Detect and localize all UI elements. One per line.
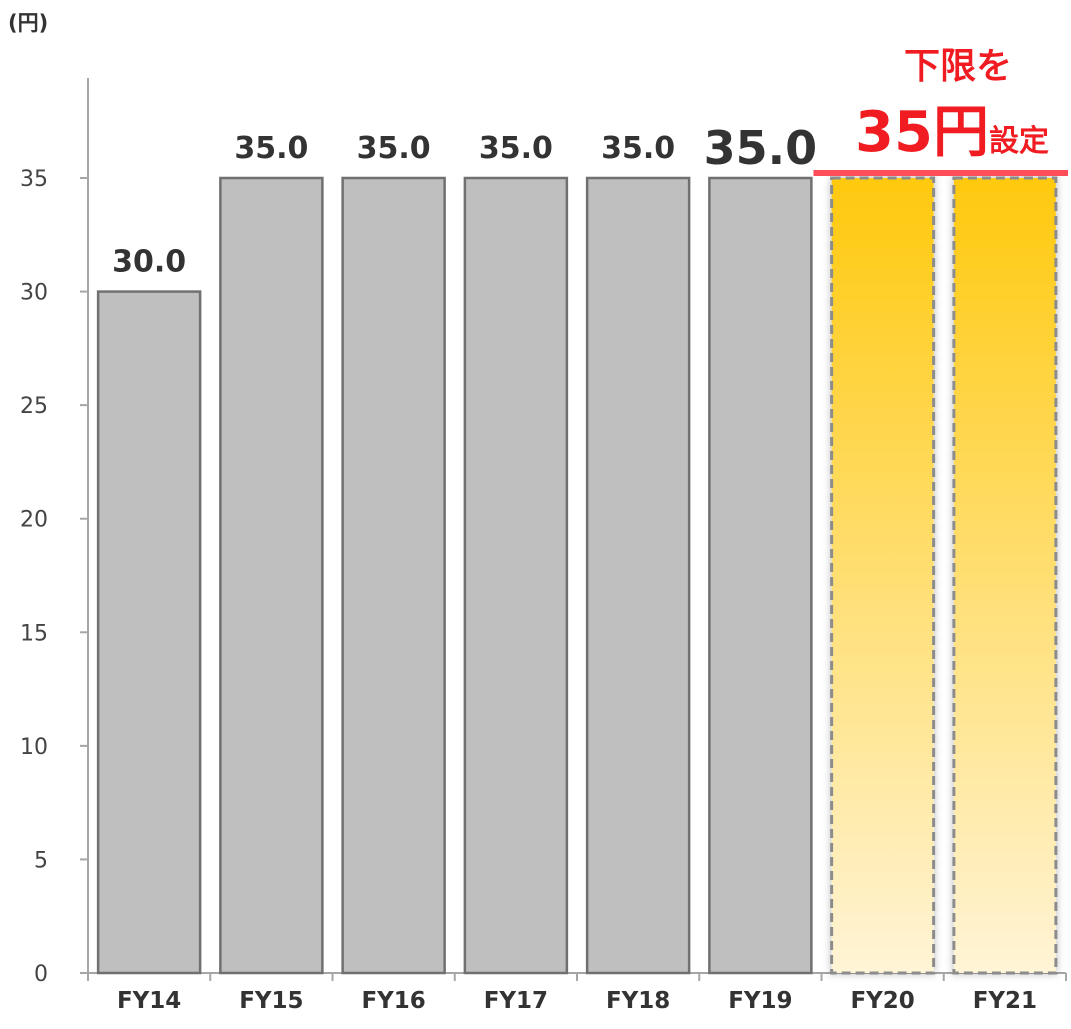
labels-layer: FY14 30.0 FY15 35.0 FY16 35.0 FY17 35.0 FY18 35.0… (112, 121, 1037, 1014)
bar-value-label: 35.0 (704, 121, 818, 175)
bar-value-label: 30.0 (112, 245, 186, 280)
bar-fy17 (463, 176, 569, 975)
x-category-label: FY19 (728, 988, 792, 1014)
annotation-suffix: 設定 (989, 124, 1049, 159)
bar-fy15 (219, 176, 324, 975)
y-tick-label: 0 (34, 962, 48, 987)
y-tick-label: 10 (20, 735, 48, 760)
bar-value-label: 35.0 (357, 131, 431, 166)
bar-value-label: 35.0 (601, 131, 675, 166)
y-tick-label: 25 (20, 394, 48, 419)
bar-fy18 (585, 176, 691, 975)
bar-fy14 (96, 290, 202, 975)
y-tick-label: 30 (20, 281, 48, 306)
annotation-amount: 35円 (855, 100, 989, 165)
x-category-label: FY16 (361, 988, 425, 1014)
x-category-label: FY14 (117, 988, 181, 1014)
y-tick-label: 35 (20, 167, 48, 192)
x-category-label: FY21 (973, 988, 1037, 1014)
y-tick-label: 20 (20, 508, 48, 533)
x-category-label: FY17 (484, 988, 548, 1014)
y-tick-label: 5 (34, 848, 48, 873)
bar-value-label: 35.0 (234, 131, 308, 166)
annotation-layer: 下限を 35円設定 (813, 46, 1068, 176)
bar-fy16 (341, 176, 446, 975)
x-category-label: FY18 (606, 988, 670, 1014)
bar-fy19 (708, 176, 813, 975)
bar-planned-fy21 (952, 176, 1058, 975)
bars-layer (96, 176, 1058, 975)
unit-label: (円) (8, 11, 48, 35)
y-tick-label: 15 (20, 621, 48, 646)
bar-planned-fy20 (830, 176, 936, 975)
bar-value-label: 35.0 (479, 131, 553, 166)
x-category-label: FY15 (239, 988, 303, 1014)
annotation-line1: 下限を (904, 46, 1012, 87)
annotation-line2: 35円設定 (855, 100, 1049, 165)
x-category-label: FY20 (850, 988, 914, 1014)
